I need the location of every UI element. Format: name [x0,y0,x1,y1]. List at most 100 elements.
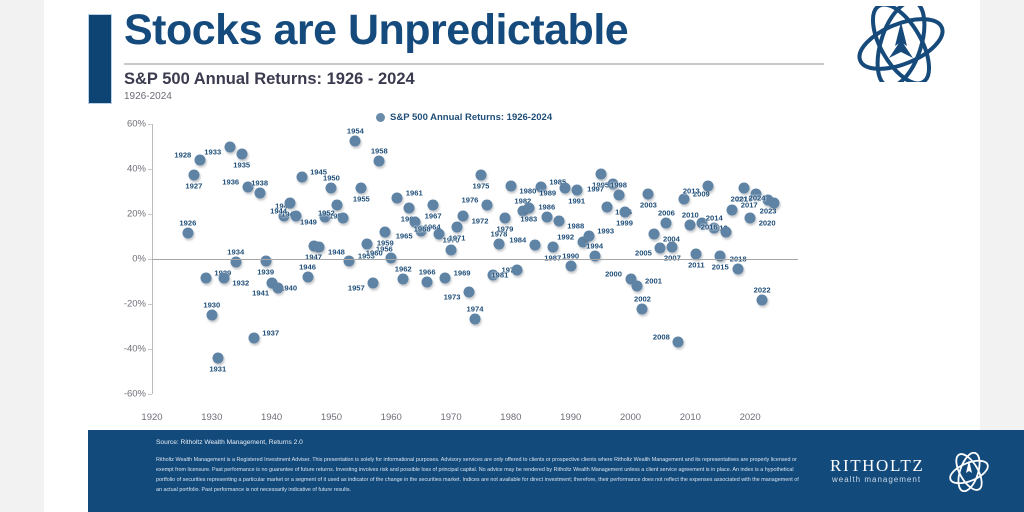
data-point[interactable] [427,199,439,211]
data-point[interactable] [302,271,314,283]
data-point[interactable] [732,263,744,275]
data-point[interactable] [696,217,708,229]
data-point[interactable] [613,189,625,201]
data-point[interactable] [577,236,589,248]
data-point[interactable] [272,282,284,294]
data-point[interactable] [266,277,278,289]
data-point[interactable] [529,239,541,251]
data-point[interactable] [642,188,654,200]
data-point[interactable] [523,202,535,214]
data-point[interactable] [648,228,660,240]
data-point[interactable] [254,187,266,199]
data-point[interactable] [487,269,499,281]
data-point[interactable] [421,276,433,288]
data-point[interactable] [433,228,445,240]
data-point[interactable] [589,250,601,262]
data-point-label: 1969 [453,268,471,278]
data-point[interactable] [702,180,714,192]
data-point[interactable] [619,206,631,218]
data-point[interactable] [678,193,690,205]
data-point[interactable] [343,255,355,267]
data-point[interactable] [206,309,218,321]
data-point[interactable] [762,194,774,206]
data-point[interactable] [583,230,595,242]
data-point[interactable] [313,241,325,253]
data-point[interactable] [601,201,613,213]
data-point[interactable] [684,219,696,231]
data-point[interactable] [361,238,373,250]
data-point[interactable] [505,180,517,192]
data-point[interactable] [493,238,505,250]
data-point[interactable] [738,182,750,194]
data-point[interactable] [218,272,230,284]
data-point[interactable] [535,181,547,193]
data-point[interactable] [319,211,331,223]
data-point[interactable] [672,336,684,348]
data-point[interactable] [308,240,319,252]
data-point[interactable] [690,248,702,260]
data-point[interactable] [194,154,206,166]
data-point[interactable] [463,286,475,298]
data-point[interactable] [278,210,290,222]
data-point[interactable] [744,212,756,224]
data-point[interactable] [397,273,409,285]
data-point[interactable] [296,171,308,183]
data-point[interactable] [768,197,780,209]
data-point[interactable] [325,182,337,194]
data-point[interactable] [726,204,738,216]
data-point[interactable] [230,256,242,268]
data-point[interactable] [224,141,236,152]
data-point[interactable] [236,148,248,160]
data-point[interactable] [188,169,200,181]
data-point[interactable] [367,277,379,289]
data-point[interactable] [547,241,559,253]
data-point[interactable] [331,199,343,211]
data-point[interactable] [349,135,361,147]
data-point[interactable] [660,217,672,229]
data-point[interactable] [445,244,457,256]
data-point[interactable] [475,169,487,181]
data-point[interactable] [595,168,607,180]
data-point[interactable] [391,192,403,204]
data-point[interactable] [355,182,367,194]
data-point[interactable] [714,250,726,262]
data-point[interactable] [182,227,194,239]
data-point[interactable] [337,212,349,224]
data-point[interactable] [403,202,415,214]
data-point[interactable] [284,197,296,209]
data-point[interactable] [636,303,648,315]
data-point[interactable] [373,155,385,167]
data-point[interactable] [379,226,391,238]
data-point[interactable] [385,252,397,264]
data-point[interactable] [248,332,260,344]
data-point[interactable] [457,210,469,222]
data-point[interactable] [517,205,529,217]
data-point[interactable] [559,182,571,194]
data-point[interactable] [290,210,302,222]
data-point[interactable] [409,216,421,228]
data-point[interactable] [260,255,272,267]
data-point[interactable] [666,241,678,253]
data-point[interactable] [571,184,583,196]
data-point[interactable] [631,280,642,292]
data-point[interactable] [720,226,732,238]
data-point[interactable] [200,272,212,284]
data-point[interactable] [654,242,666,254]
data-point[interactable] [750,188,762,200]
data-point[interactable] [756,294,768,306]
data-point[interactable] [708,222,720,234]
data-point[interactable] [212,352,224,364]
data-point[interactable] [565,260,577,272]
data-point[interactable] [242,181,254,193]
data-point[interactable] [415,225,427,237]
data-point[interactable] [439,272,451,284]
data-point[interactable] [625,273,637,285]
data-point[interactable] [481,199,493,211]
data-point[interactable] [451,221,463,233]
data-point[interactable] [607,178,619,190]
data-point[interactable] [553,215,565,227]
data-point[interactable] [511,264,523,276]
data-point[interactable] [541,211,553,223]
data-point[interactable] [469,313,481,325]
data-point[interactable] [499,212,511,224]
